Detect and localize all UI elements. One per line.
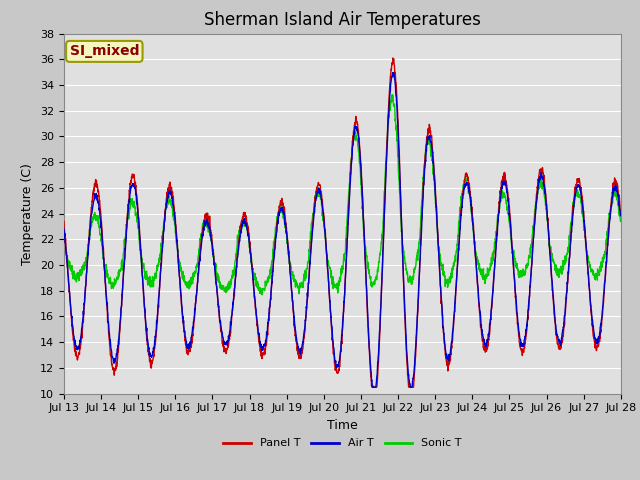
Air T: [568, 222, 575, 228]
Title: Sherman Island Air Temperatures: Sherman Island Air Temperatures: [204, 11, 481, 29]
Panel T: [504, 197, 512, 203]
Legend: Panel T, Air T, Sonic T: Panel T, Air T, Sonic T: [218, 434, 467, 453]
Panel T: [584, 258, 591, 264]
Panel T: [568, 222, 575, 228]
Panel T: [617, 208, 625, 214]
Panel T: [358, 188, 366, 194]
Sonic T: [371, 282, 378, 288]
Air T: [584, 259, 591, 264]
Air T: [617, 213, 625, 218]
Sonic T: [584, 252, 591, 258]
Sonic T: [617, 218, 625, 224]
X-axis label: Time: Time: [327, 419, 358, 432]
Air T: [215, 309, 223, 315]
Sonic T: [504, 210, 512, 216]
Air T: [60, 226, 68, 232]
Text: SI_mixed: SI_mixed: [70, 44, 139, 59]
Air T: [504, 197, 512, 203]
Panel T: [371, 384, 378, 390]
Panel T: [368, 384, 376, 390]
Panel T: [60, 218, 68, 224]
Sonic T: [568, 215, 575, 220]
Air T: [369, 384, 377, 390]
Air T: [389, 70, 397, 75]
Panel T: [215, 313, 223, 319]
Line: Sonic T: Sonic T: [64, 95, 621, 295]
Air T: [358, 192, 366, 198]
Sonic T: [60, 235, 68, 241]
Panel T: [389, 55, 397, 61]
Y-axis label: Temperature (C): Temperature (C): [22, 163, 35, 264]
Line: Panel T: Panel T: [64, 58, 621, 387]
Air T: [371, 384, 378, 390]
Sonic T: [388, 92, 396, 97]
Sonic T: [215, 279, 223, 285]
Line: Air T: Air T: [64, 72, 621, 387]
Sonic T: [259, 292, 266, 298]
Sonic T: [358, 203, 366, 209]
